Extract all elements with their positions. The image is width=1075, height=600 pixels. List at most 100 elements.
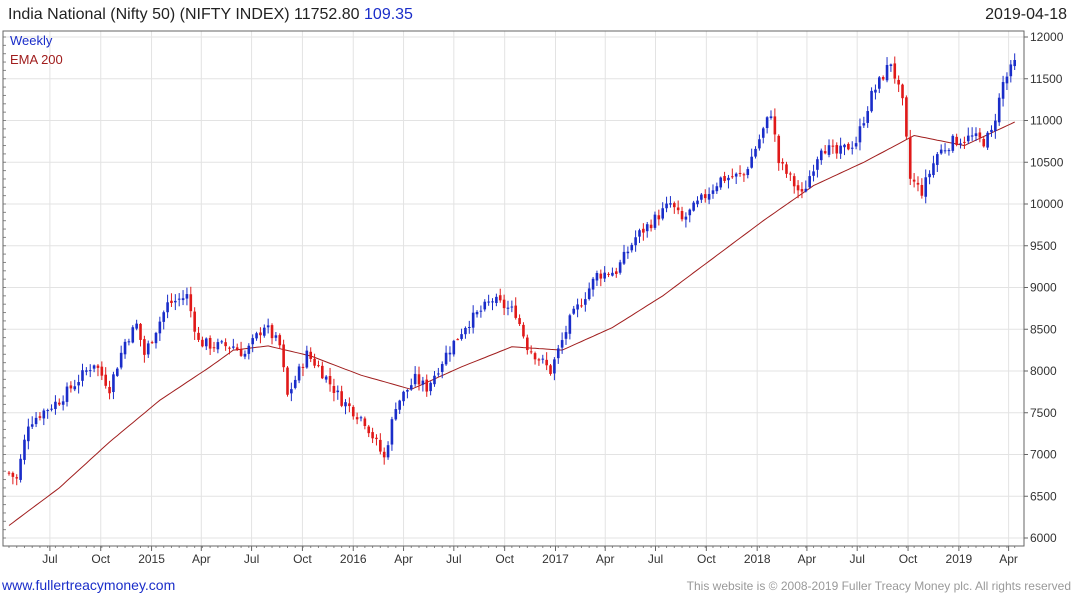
candle-body (978, 132, 982, 138)
candle (514, 297, 518, 320)
candle (800, 182, 804, 199)
y-tick-label: 6500 (1030, 489, 1057, 503)
candle-body (936, 154, 939, 165)
candle (897, 75, 900, 93)
candle-body (212, 347, 216, 349)
candle (108, 380, 111, 400)
candle (332, 378, 336, 402)
candle (440, 361, 444, 379)
candle-body (243, 353, 247, 357)
x-tick-label: Apr (192, 552, 211, 566)
candle-body (800, 189, 804, 192)
candle-body (475, 311, 479, 315)
candle (572, 305, 576, 315)
candle (382, 447, 386, 465)
candle-body (417, 374, 421, 385)
candle (406, 389, 409, 399)
candle (487, 294, 490, 306)
candle-body (154, 332, 158, 344)
candle-body (912, 179, 916, 182)
candle-body (642, 228, 645, 233)
candle-body (661, 208, 664, 219)
candle (7, 470, 11, 476)
legend-ema-200: EMA 200 (10, 52, 63, 67)
candle-body (560, 340, 564, 348)
candle (274, 331, 278, 342)
candle-body (143, 339, 146, 355)
candle (672, 201, 676, 214)
y-tick-label: 10500 (1030, 155, 1064, 169)
candle (317, 360, 320, 368)
candle (634, 230, 637, 252)
candle-body (576, 304, 579, 310)
candle (212, 341, 216, 353)
candle (1001, 75, 1005, 107)
candle (502, 294, 506, 316)
candle-body (758, 139, 761, 149)
candle (270, 323, 274, 345)
candle (804, 180, 808, 193)
candle (11, 471, 15, 485)
candle-body (533, 353, 537, 360)
candle-body (235, 347, 239, 350)
candle-body (433, 375, 436, 385)
candle (471, 305, 475, 334)
change-value: 109.35 (364, 6, 413, 23)
candle-body (939, 149, 943, 154)
candle (622, 244, 626, 266)
candle-body (684, 216, 688, 220)
x-tick-label: Oct (293, 552, 312, 566)
x-tick-label: 2017 (542, 552, 569, 566)
candle-body (425, 379, 429, 392)
candle-body (990, 129, 993, 133)
website-link[interactable]: www.fullertreacymoney.com (2, 577, 176, 593)
candle (100, 361, 104, 381)
candle-body (808, 176, 811, 188)
candle (974, 127, 978, 142)
candle (166, 294, 169, 319)
candle (193, 307, 196, 340)
candle-body (696, 200, 699, 205)
candle-body (804, 188, 808, 192)
candle-body (777, 135, 781, 164)
candle-body (785, 164, 788, 174)
candle (50, 404, 53, 412)
candle-body (204, 338, 208, 347)
candle (77, 374, 80, 394)
candle (228, 346, 231, 355)
candle-body (951, 135, 955, 151)
candle-body (228, 347, 231, 349)
candle-body (247, 345, 251, 354)
candle (116, 367, 119, 377)
candle (208, 335, 212, 355)
candle (321, 361, 324, 380)
candle (123, 338, 127, 359)
candle-body (1013, 60, 1016, 67)
x-tick-label: 2019 (946, 552, 973, 566)
candle-body (123, 341, 127, 355)
candle-body (305, 350, 309, 368)
candle-body (622, 251, 626, 264)
candle (506, 300, 510, 316)
candle (553, 357, 556, 381)
candle-body (116, 368, 119, 376)
candle-body (255, 333, 258, 339)
candle-body (522, 324, 525, 337)
candle-body (224, 342, 227, 347)
candle (908, 129, 912, 186)
candle (127, 338, 131, 346)
candle-body (932, 163, 935, 176)
candle-body (905, 97, 908, 137)
candle-body (421, 380, 425, 385)
candle-body (139, 323, 142, 340)
candle-body (526, 337, 529, 351)
candle-body (742, 174, 746, 176)
candle (154, 331, 158, 349)
candle (738, 165, 742, 177)
candle-body (568, 315, 572, 334)
candle (773, 108, 777, 142)
candle-body (510, 306, 514, 308)
candle-body (765, 117, 769, 129)
candle (429, 381, 432, 396)
candle (630, 242, 634, 253)
